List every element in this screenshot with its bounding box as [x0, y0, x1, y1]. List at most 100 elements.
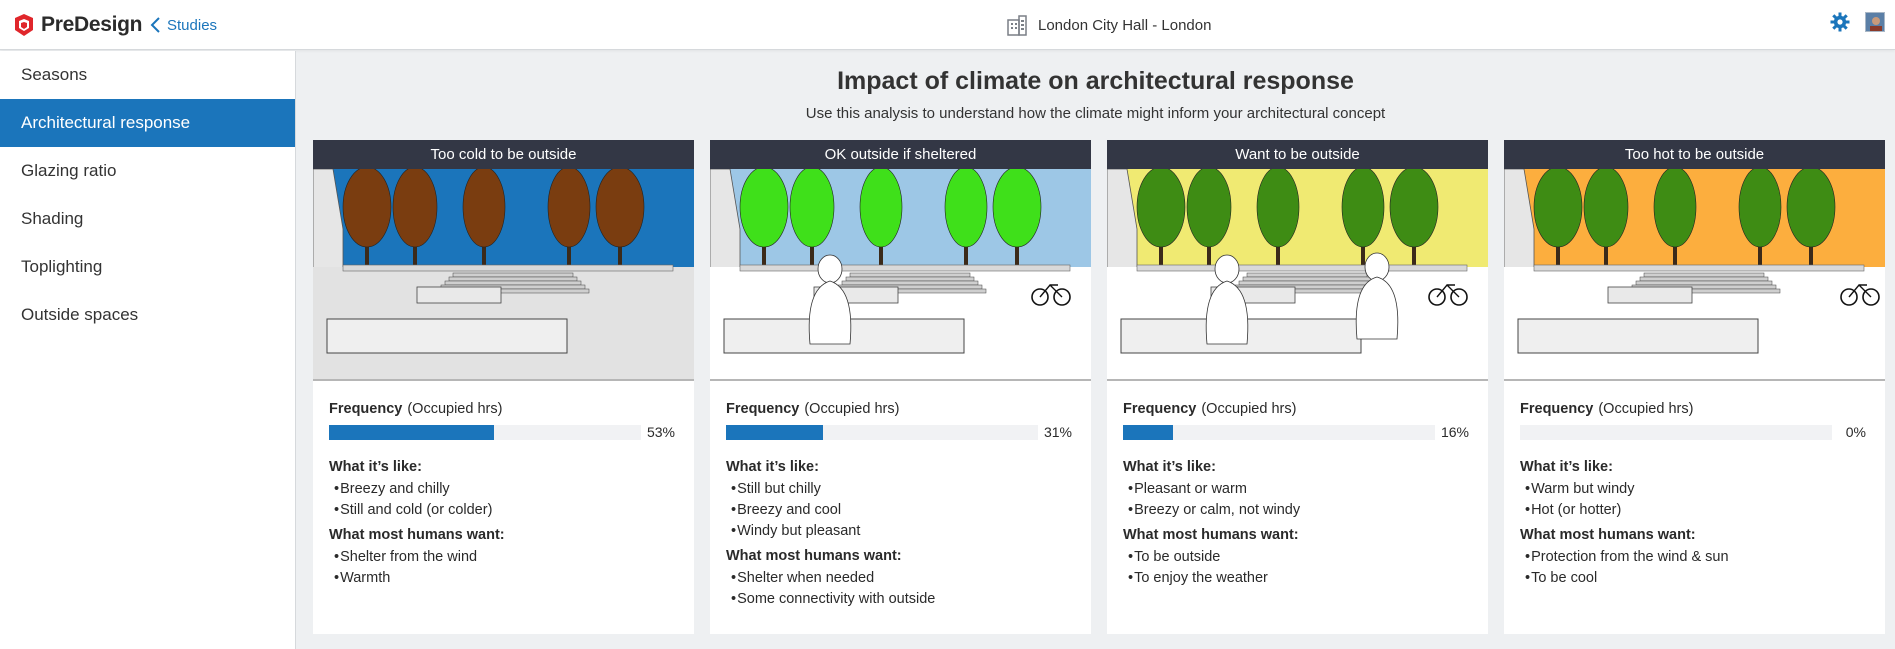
frequency-label: Frequency: [329, 401, 403, 417]
sidebar-item-outside-spaces[interactable]: Outside spaces: [0, 291, 295, 339]
what-humans-want-title: What most humans want:: [1123, 527, 1299, 543]
card-header: Want to be outside: [1107, 140, 1488, 169]
bench-shape: [416, 286, 502, 304]
what-its-like-list: Pleasant or warm Breezy or calm, not win…: [1123, 479, 1472, 521]
step-shape: [845, 276, 975, 282]
list-item: Hot (or hotter): [1520, 500, 1869, 521]
list-item: Shelter from the wind: [329, 547, 678, 568]
list-item: Warmth: [329, 568, 678, 589]
tree-canopy: [462, 169, 506, 248]
frequency-bar-track: [726, 425, 1038, 440]
back-to-studies-link[interactable]: Studies: [150, 12, 217, 38]
sidebar-item-glazing-ratio[interactable]: Glazing ratio: [0, 147, 295, 195]
what-its-like-title: What it’s like:: [329, 459, 422, 475]
step-shape: [1643, 272, 1765, 278]
what-humans-want-list: To be outside To enjoy the weather: [1123, 547, 1472, 589]
brand[interactable]: PreDesign: [13, 10, 142, 40]
frequency-percent: 16%: [1440, 424, 1469, 440]
frequency-bar-fill: [329, 425, 495, 440]
tree-canopy: [1738, 169, 1782, 248]
list-item: Still and cold (or colder): [329, 500, 678, 521]
tree-canopy: [595, 169, 645, 248]
list-item: To be cool: [1520, 568, 1869, 589]
tree-canopy: [1186, 169, 1232, 248]
bicycle-wheel: [1450, 288, 1468, 306]
bicycle-wheel: [1031, 288, 1049, 306]
frequency-unit: (Occupied hrs): [1598, 401, 1694, 417]
card-header: Too hot to be outside: [1504, 140, 1885, 169]
scene-illustration: [710, 169, 1091, 381]
tree-canopy: [992, 169, 1042, 248]
frequency-unit: (Occupied hrs): [1201, 401, 1297, 417]
frequency-unit: (Occupied hrs): [804, 401, 900, 417]
frequency-label: Frequency: [726, 401, 800, 417]
sidebar-item-label: Seasons: [21, 65, 88, 84]
scene-illustration-image: [1504, 169, 1885, 379]
scene-illustration-image: [313, 169, 694, 379]
tree-canopy: [1533, 169, 1583, 248]
user-avatar[interactable]: [1865, 12, 1885, 32]
bench-shape: [1517, 318, 1759, 354]
frequency-bar: 16%: [1123, 424, 1472, 442]
climate-card: Too hot to be outside Frequency (Occupied…: [1504, 140, 1885, 634]
tree-canopy: [342, 169, 392, 248]
wall-shape: [1136, 264, 1468, 272]
page-title: Impact of climate on architectural respo…: [837, 67, 1354, 95]
tree-canopy: [392, 169, 438, 248]
tree-canopy: [1136, 169, 1186, 248]
frequency-percent: 0%: [1845, 424, 1866, 440]
what-humans-want-list: Shelter when needed Some connectivity wi…: [726, 568, 1075, 610]
step-shape: [448, 276, 578, 282]
tree-canopy: [739, 169, 789, 248]
list-item: Breezy and chilly: [329, 479, 678, 500]
what-humans-want-list: Protection from the wind & sun To be coo…: [1520, 547, 1869, 589]
sidebar: Seasons Architectural response Glazing r…: [0, 51, 296, 649]
step-shape: [1238, 280, 1376, 286]
list-item: Some connectivity with outside: [726, 589, 1075, 610]
scene-illustration: [1107, 169, 1488, 381]
tree-canopy: [859, 169, 903, 248]
tree-canopy: [1389, 169, 1439, 248]
project-name: London City Hall - London: [1038, 16, 1212, 34]
frequency-percent: 31%: [1043, 424, 1072, 440]
sidebar-item-shading[interactable]: Shading: [0, 195, 295, 243]
what-humans-want-list: Shelter from the wind Warmth: [329, 547, 678, 589]
frequency-unit: (Occupied hrs): [407, 401, 503, 417]
list-item: Windy but pleasant: [726, 521, 1075, 542]
what-its-like-title: What it’s like:: [1123, 459, 1216, 475]
tree-canopy: [944, 169, 988, 248]
frequency-bar: 0%: [1520, 424, 1869, 442]
gear-icon[interactable]: [1830, 12, 1850, 32]
step-shape: [841, 280, 979, 286]
climate-card: OK outside if sheltered Frequency (Occupi…: [710, 140, 1091, 634]
sidebar-item-toplighting[interactable]: Toplighting: [0, 243, 295, 291]
building-icon: [1007, 15, 1027, 36]
what-humans-want-title: What most humans want:: [726, 548, 902, 564]
wall-shape: [739, 264, 1071, 272]
what-humans-want-title: What most humans want:: [1520, 527, 1696, 543]
what-its-like-title: What it’s like:: [1520, 459, 1613, 475]
frequency-bar-track: [1520, 425, 1832, 440]
step-shape: [1242, 276, 1372, 282]
frequency-bar-fill: [726, 425, 823, 440]
climate-card: Too cold to be outside Frequency (Occupie…: [313, 140, 694, 634]
what-its-like-title: What it’s like:: [726, 459, 819, 475]
avatar-image: [1866, 13, 1884, 31]
page-subtitle: Use this analysis to understand how the …: [805, 105, 1386, 122]
person-figure: [1355, 276, 1399, 340]
scene-illustration-image: [710, 169, 1091, 379]
what-its-like-list: Warm but windy Hot (or hotter): [1520, 479, 1869, 521]
sidebar-item-seasons[interactable]: Seasons: [0, 51, 295, 99]
sketchup-logo-icon: [15, 14, 33, 36]
sidebar-item-label: Architectural response: [21, 113, 191, 132]
frequency-bar: 31%: [726, 424, 1075, 442]
bicycle-wheel: [1862, 288, 1880, 306]
frequency-bar-fill: [1123, 425, 1173, 440]
frequency-bar-track: [1123, 425, 1435, 440]
list-item: Protection from the wind & sun: [1520, 547, 1869, 568]
list-item: Breezy and cool: [726, 500, 1075, 521]
list-item: Pleasant or warm: [1123, 479, 1472, 500]
sidebar-item-architectural-response[interactable]: Architectural response: [0, 99, 295, 147]
person-figure: [1205, 280, 1249, 345]
step-shape: [444, 280, 582, 286]
